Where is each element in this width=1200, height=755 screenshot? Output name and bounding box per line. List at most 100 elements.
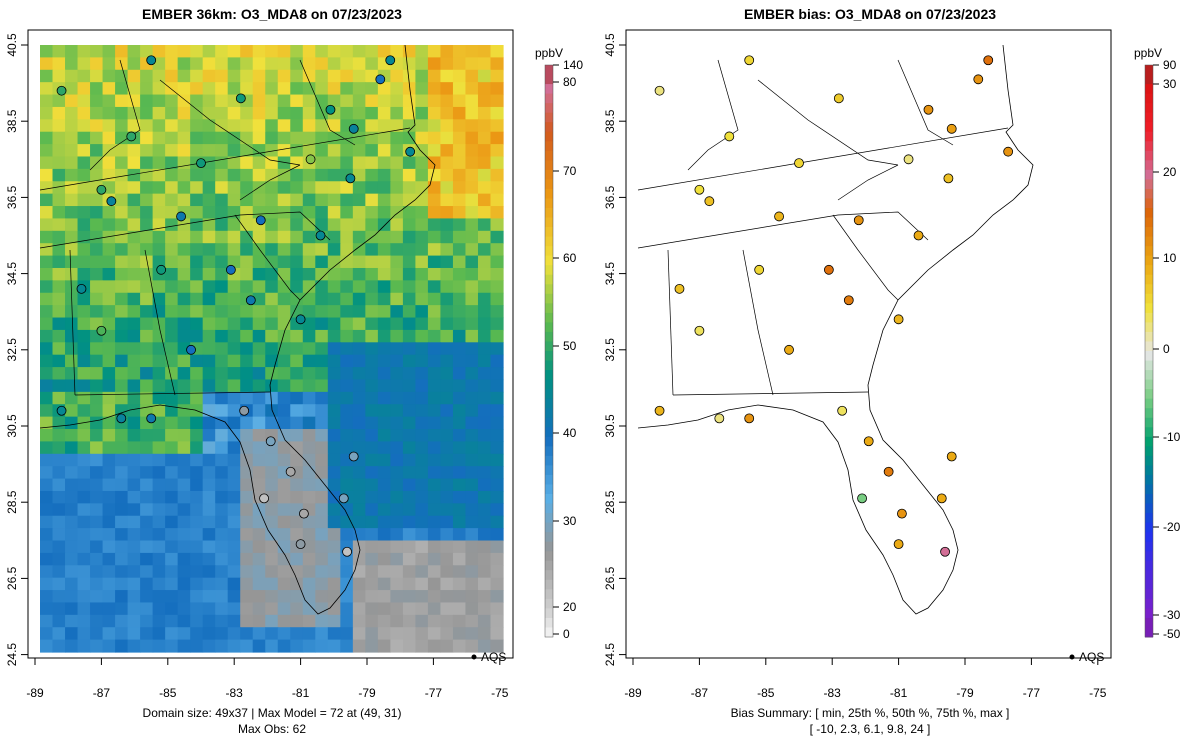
model-grid-cell [477,453,492,467]
model-grid-cell [77,552,91,566]
model-grid-cell [340,429,354,443]
model-grid-cell [377,168,391,182]
model-grid-cell [440,94,454,108]
model-grid-cell [252,119,266,133]
model-grid-cell [377,255,391,269]
model-grid-cell [327,577,341,591]
model-grid-cell [352,379,366,393]
model-grid-cell [315,280,329,294]
model-grid-cell [152,490,166,504]
model-grid-cell [177,45,191,58]
model-grid-cell [40,540,54,554]
model-grid-cell [302,45,316,58]
model-grid-cell [402,243,417,257]
model-grid-cell [365,453,379,467]
model-grid-cell [90,441,104,455]
model-grid-cell [165,57,179,71]
model-grid-cell [190,590,204,604]
model-grid-cell [327,466,341,480]
model-grid-cell [252,391,266,405]
colorbar-segment [545,246,553,257]
model-grid-cell [402,230,417,244]
state-border [74,391,271,396]
bias-site-marker [724,131,735,142]
bias-site-marker [893,314,904,325]
model-grid-cell [365,45,379,58]
colorbar-segment [1145,560,1153,571]
colorbar-segment [545,494,553,505]
model-grid-cell [202,429,216,443]
model-grid-cell [115,181,129,195]
model-grid-cell [265,305,279,319]
x-tick-label: -89 [624,686,642,700]
model-grid-cell [440,441,454,455]
model-grid-cell [52,614,66,628]
model-grid-cell [65,267,79,281]
model-grid-cell [315,639,329,653]
model-grid-cell [465,280,479,294]
bias-site-marker [883,466,894,477]
model-grid-cell [352,577,366,591]
model-grid-cell [315,218,329,232]
model-grid-cell [65,478,79,492]
y-tick-label: 38.5 [5,109,19,133]
model-grid-cell [140,429,154,443]
model-grid-cell [352,391,366,405]
model-grid-cell [452,329,467,343]
model-grid-cell [40,329,54,343]
model-grid-cell [340,515,354,529]
model-grid-cell [77,379,91,393]
model-grid-cell [40,466,54,480]
model-grid-cell [140,144,154,158]
model-grid-cell [52,156,66,170]
x-tick-label: -85 [757,686,775,700]
model-grid-cell [302,404,316,418]
model-grid-cell [115,156,129,170]
model-grid-cell [177,305,191,319]
model-grid-cell [77,144,91,158]
colorbar-segment [1145,532,1153,543]
model-grid-cell [227,168,241,182]
model-grid-cell [102,230,116,244]
model-grid-cell [352,466,366,480]
model-grid-cell [302,305,316,319]
model-grid-cell [102,131,116,145]
model-grid-cell [190,317,204,331]
model-grid-cell [302,267,316,281]
model-grid-cell [140,379,154,393]
model-grid-cell [402,379,417,393]
model-grid-cell [65,342,79,356]
model-grid-cell [65,144,79,158]
model-grid-cell [427,367,442,381]
model-grid-cell [102,627,116,641]
colorbar-segment [545,322,553,333]
model-grid-cell [202,119,216,133]
model-grid-cell [477,267,492,281]
model-grid-cell [490,119,504,133]
state-border [637,127,1009,191]
bias-site-marker [863,436,874,447]
model-grid-cell [377,119,391,133]
model-grid-cell [115,292,129,306]
model-grid-cell [265,515,279,529]
model-grid-cell [140,69,154,83]
model-grid-cell [202,552,216,566]
model-grid-cell [402,292,417,306]
colorbar-segment [1145,436,1153,447]
model-grid-cell [465,69,479,83]
model-grid-cell [390,391,404,405]
model-grid-cell [202,453,216,467]
model-grid-cell [90,218,104,232]
model-grid-cell [77,590,91,604]
model-grid-cell [140,478,154,492]
model-grid-cell [102,391,116,405]
model-grid-cell [277,168,291,182]
model-grid-cell [365,106,379,120]
bias-site-marker [893,539,904,550]
model-grid-cell [290,429,304,443]
model-grid-cell [152,106,166,120]
model-grid-cell [302,329,316,343]
model-grid-cell [177,441,191,455]
model-grid-cell [177,82,191,96]
model-grid-cell [102,478,116,492]
